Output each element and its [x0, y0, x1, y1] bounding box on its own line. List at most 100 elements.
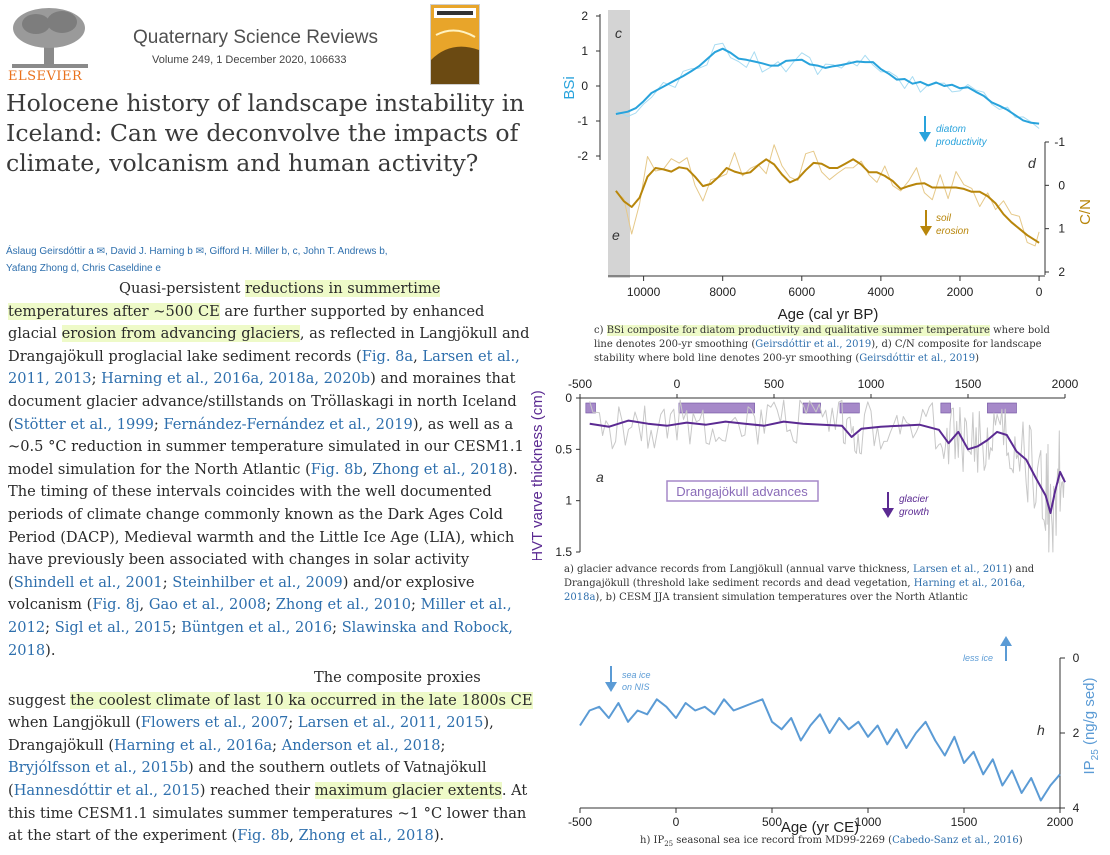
author-list: Áslaug Geirsdóttir a ✉, David J. Harning… — [6, 243, 546, 277]
arrowhead-icon — [605, 682, 617, 692]
ip25-axis-label: IP25 (ng/g sed) — [1081, 677, 1101, 774]
journal-cover-image[interactable] — [430, 4, 480, 85]
age-tick-label: 8000 — [709, 285, 736, 299]
arrowhead-icon — [920, 226, 932, 236]
panel-label-c: c — [615, 25, 622, 41]
advance-bar — [839, 402, 860, 414]
cn-tick-label: 1 — [1058, 222, 1065, 236]
panel-label-h: h — [1037, 722, 1045, 738]
panel-label-e: e — [612, 227, 620, 243]
less-ice-annotation: less ice — [963, 653, 993, 663]
ref-link[interactable]: Stötter et al., 1999 — [13, 415, 154, 433]
advance-bar — [940, 402, 951, 414]
caption-a-b: a) glacier advance records from Langjöku… — [564, 564, 1035, 603]
panel-label-d: d — [1028, 155, 1037, 171]
ref-link[interactable]: Harning et al., 2016a, 2018a, 2020b — [101, 370, 371, 388]
authors-line-2[interactable]: Yafang Zhong d, Chris Caseldine e — [6, 263, 161, 274]
ref-link[interactable]: Shindell et al., 2001 — [13, 573, 163, 591]
caption-h: h) IP25 seasonal sea ice record from MD9… — [640, 835, 1023, 848]
legend-label: Drangajökull advances — [676, 484, 808, 499]
cn-tick-label: 0 — [1058, 178, 1065, 192]
figure-varve: -500 0 500 1000 1500 2000 00.511.5 HVT varve … — [530, 377, 1079, 560]
diatom-annotation-1: diatom — [936, 124, 966, 135]
figure-ip25: 0 2 4 IP25 (ng/g sed) -500 0 500 1000 1500 2000… — [568, 636, 1101, 835]
ref-link[interactable]: Fernández-Fernández et al., 2019 — [163, 415, 413, 433]
varve-x-tick-label: 1500 — [955, 377, 982, 391]
bsi-axis-label: BSi — [561, 76, 578, 99]
varve-y-tick-label: 0 — [565, 391, 572, 405]
ref-link[interactable]: Zhong et al., 2018 — [298, 827, 434, 845]
ref-link[interactable]: Fig. 8a — [361, 347, 414, 365]
ip25-y-tick-label: 2 — [1073, 726, 1080, 740]
glacier-annotation-1: glacier — [899, 494, 929, 505]
age-tick-label: 4000 — [868, 285, 895, 299]
ip25-y-tick-label: 4 — [1073, 801, 1080, 815]
ref-link[interactable]: Geirsdóttir et al., 2019 — [859, 353, 976, 364]
ref-link[interactable]: Fig. 8b — [237, 827, 290, 845]
bsi-tick-label: 0 — [581, 79, 588, 93]
age-axis-label: Age (cal yr BP) — [778, 306, 879, 323]
ref-link[interactable]: Zhong et al., 2010 — [275, 596, 412, 614]
bsi-raw-line — [615, 42, 1040, 129]
highlight: the coolest climate of last 10 ka occurr… — [70, 691, 533, 709]
ref-link[interactable]: Larsen et al., 2011 — [912, 564, 1009, 575]
elsevier-tree-logo — [6, 6, 94, 82]
ref-link[interactable]: Miller et al., — [420, 596, 512, 614]
cn-axis-label: C/N — [1077, 199, 1094, 225]
body-paragraph-2: The composite proxies suggest the cooles… — [8, 669, 533, 845]
highlight: temperatures after ~500 CE — [8, 302, 220, 320]
ref-link[interactable]: Zhong et al., 2018 — [372, 460, 508, 478]
ref-link[interactable]: Hannesdóttir et al., 2015 — [13, 781, 200, 799]
ip25-x-tick-label: 0 — [673, 815, 680, 829]
advance-bar — [678, 402, 755, 414]
ref-link[interactable]: Sigl et al., 2015 — [54, 618, 172, 636]
sea-ice-annotation-1: sea ice — [622, 670, 651, 680]
age-tick-label: 10000 — [627, 285, 661, 299]
bsi-tick-label: -2 — [577, 149, 588, 163]
cn-tick-label: 2 — [1058, 265, 1065, 279]
bsi-tick-label: 2 — [581, 9, 588, 23]
ref-link[interactable]: 2012 — [8, 618, 46, 636]
varve-raw-line — [589, 399, 1065, 553]
ref-link[interactable]: 2011, 2013 — [8, 370, 92, 388]
ref-link[interactable]: Geirsdóttir et al., 2019 — [755, 339, 872, 350]
soil-annotation-2: erosion — [936, 226, 969, 237]
ip25-y-tick-label: 0 — [1073, 651, 1080, 665]
arrowhead-icon — [1000, 636, 1012, 646]
ref-link[interactable]: Larsen et al., 2011, 2015 — [297, 714, 484, 732]
journal-name[interactable]: Quaternary Science Reviews — [133, 27, 378, 48]
figure-bsi-cn: 210-1-2 BSi c diatom productivity -1012 … — [561, 9, 1094, 323]
ref-link[interactable]: Cabedo-Sanz et al., 2016 — [892, 835, 1019, 846]
ref-link[interactable]: Larsen et al., — [422, 347, 520, 365]
authors-line-1[interactable]: Áslaug Geirsdóttir a ✉, David J. Harning… — [6, 246, 388, 257]
bsi-smooth-line — [615, 47, 1040, 125]
ref-link[interactable]: Flowers et al., 2007 — [140, 714, 289, 732]
ref-link[interactable]: Harning et al., 2016a — [114, 736, 273, 754]
varve-x-tick-label: 0 — [674, 377, 681, 391]
ref-link[interactable]: 2018 — [8, 641, 46, 659]
ref-link[interactable]: Anderson et al., 2018 — [281, 736, 441, 754]
ref-link[interactable]: Bryjólfsson et al., 2015b — [8, 759, 189, 777]
ref-link[interactable]: Büntgen et al., 2016 — [181, 618, 333, 636]
varve-y-tick-label: 0.5 — [555, 442, 572, 456]
ref-link[interactable]: Fig. 8b — [310, 460, 363, 478]
highlight: maximum glacier extents — [314, 781, 502, 799]
ip25-line — [579, 698, 1061, 802]
bsi-tick-label: 1 — [581, 44, 588, 58]
ref-link[interactable]: Gao et al., 2008 — [148, 596, 267, 614]
ref-link[interactable]: Slawinska and Robock, — [341, 618, 513, 636]
ref-link[interactable]: Fig. 8j — [92, 596, 140, 614]
panel-label-a: a — [596, 469, 604, 485]
shaded-interval — [608, 10, 630, 278]
varve-y-tick-label: 1 — [565, 494, 572, 508]
journal-volume[interactable]: Volume 249, 1 December 2020, 106633 — [152, 54, 347, 66]
soil-annotation-1: soil — [936, 213, 952, 224]
ip25-x-tick-label: -500 — [568, 815, 592, 829]
ref-link[interactable]: Harning et al., 2016a, 2018a — [564, 578, 1026, 603]
bsi-tick-label: -1 — [577, 114, 588, 128]
highlight: reductions in summertime — [245, 280, 441, 297]
age-tick-label: 0 — [1036, 285, 1043, 299]
varve-x-tick-label: -500 — [568, 377, 592, 391]
cn-tick-label: -1 — [1054, 135, 1065, 149]
ref-link[interactable]: Steinhilber et al., 2009 — [172, 573, 343, 591]
